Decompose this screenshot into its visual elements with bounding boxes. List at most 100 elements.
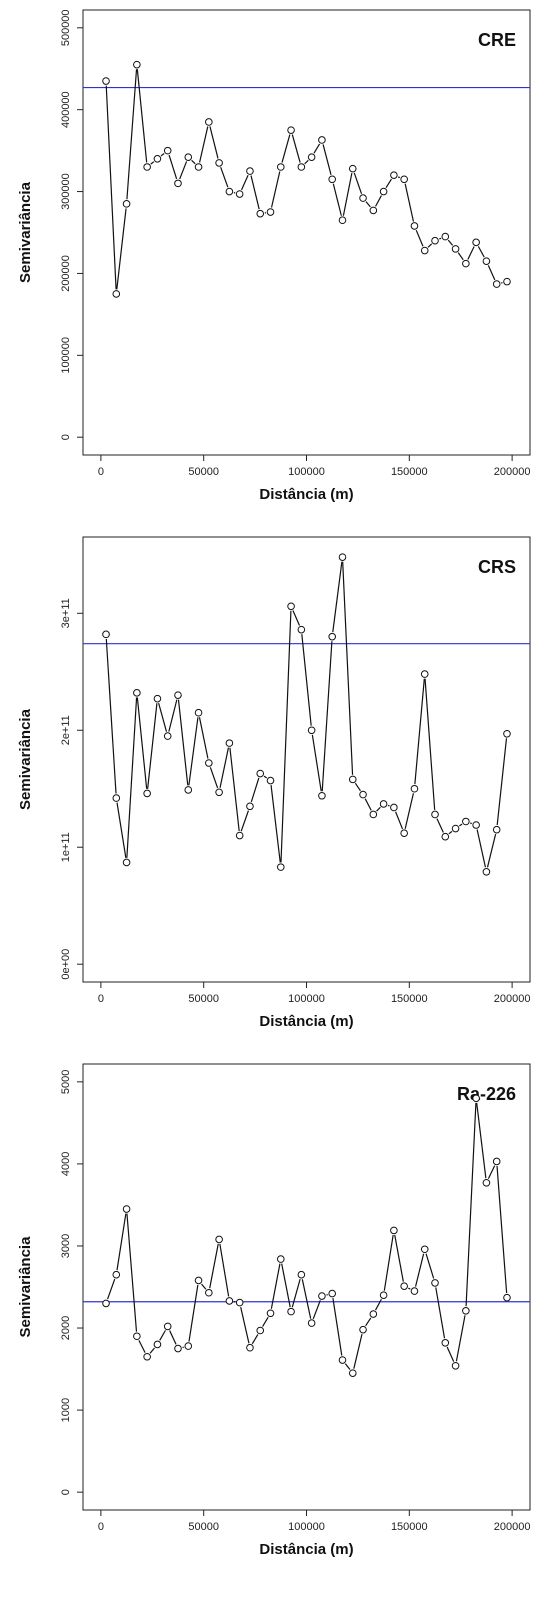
series-segment <box>126 1213 138 1332</box>
series-segment <box>229 747 240 832</box>
x-tick-label: 150000 <box>391 993 428 1005</box>
data-point <box>133 1332 141 1341</box>
data-point <box>163 732 172 740</box>
series-segment <box>332 561 343 633</box>
series-segment <box>455 1315 466 1362</box>
data-point <box>400 1282 408 1290</box>
series-segment <box>270 171 281 208</box>
series-segment <box>414 678 425 785</box>
series-segment <box>354 782 361 792</box>
series-segment <box>201 1283 207 1290</box>
y-tick-label: 200000 <box>60 255 72 292</box>
data-point <box>143 1352 151 1361</box>
y-tick-label: 500000 <box>60 9 72 46</box>
series-segment <box>387 804 390 807</box>
y-tick-label: 2000 <box>60 1316 72 1340</box>
data-point <box>276 1255 285 1263</box>
x-tick-label: 150000 <box>391 466 428 478</box>
series-segment <box>395 811 404 830</box>
y-tick-label: 100000 <box>60 337 72 374</box>
series-segment <box>105 85 117 290</box>
data-point <box>348 1369 357 1377</box>
data-point <box>420 246 429 255</box>
series-segment <box>198 126 209 163</box>
data-point <box>215 788 223 797</box>
data-point <box>338 553 347 561</box>
data-point <box>492 825 501 834</box>
data-point <box>390 803 398 812</box>
data-point <box>318 136 326 144</box>
data-point <box>276 863 285 871</box>
series-segment <box>219 1243 230 1297</box>
series-segment <box>487 1165 496 1179</box>
data-point <box>431 1279 439 1287</box>
series-segment <box>435 1287 446 1339</box>
data-point <box>266 208 275 216</box>
y-tick-label: 400000 <box>60 91 72 128</box>
data-point <box>462 1306 470 1315</box>
data-point <box>307 153 316 161</box>
data-point <box>472 1094 480 1103</box>
data-point <box>503 729 511 738</box>
series-segment <box>198 717 209 759</box>
x-tick-label: 150000 <box>391 1521 428 1533</box>
data-point <box>174 1344 182 1353</box>
series-segment <box>447 239 454 246</box>
x-tick-label: 200000 <box>494 993 531 1005</box>
series-segment <box>116 802 127 858</box>
series-segment <box>374 1298 382 1311</box>
series-segment <box>292 610 301 626</box>
series-segment <box>136 697 148 789</box>
series-segment <box>383 1234 394 1291</box>
series-segment <box>344 1363 351 1370</box>
series-segment <box>375 195 382 207</box>
data-point <box>102 77 110 85</box>
chart-panel-1: 0 50000 100000 150000 200000 0 100000 200000 300… <box>17 9 531 503</box>
data-point <box>472 238 480 247</box>
series-segment <box>476 829 487 868</box>
data-point <box>451 824 460 833</box>
data-point <box>410 1287 419 1295</box>
series-segment <box>291 134 301 163</box>
series-segment <box>427 243 433 248</box>
series-segment <box>332 183 342 216</box>
data-point <box>174 691 182 699</box>
data-point <box>359 1325 367 1334</box>
series-segment <box>425 1253 435 1279</box>
data-point <box>153 1340 162 1349</box>
series-segment <box>465 1102 477 1307</box>
data-point <box>441 832 450 841</box>
data-point <box>266 776 275 785</box>
data-point <box>348 775 357 784</box>
series-segment <box>250 777 260 803</box>
series-segment <box>408 1287 411 1290</box>
series-segment <box>457 252 464 261</box>
series-segment <box>116 208 127 290</box>
series-segment <box>251 1334 259 1345</box>
data-point <box>472 821 480 829</box>
y-tick-label: 1e+11 <box>60 832 72 862</box>
data-point <box>112 794 121 802</box>
data-point <box>369 810 378 819</box>
x-tick-label: 50000 <box>188 466 219 478</box>
x-tick-label: 200000 <box>494 466 531 478</box>
data-point <box>287 126 295 134</box>
y-axis-label: Semivariância <box>17 708 34 810</box>
plot-frame <box>82 1063 531 1511</box>
data-point <box>215 1235 223 1244</box>
data-point <box>225 1297 234 1305</box>
data-point <box>163 146 172 155</box>
x-tick-label: 0 <box>98 993 104 1005</box>
panel-title: Ra-226 <box>457 1084 516 1104</box>
series-segment <box>301 634 312 726</box>
series-segment <box>136 69 148 163</box>
data-point <box>246 802 254 811</box>
data-point <box>338 216 347 225</box>
series-segment <box>311 734 322 792</box>
data-point <box>379 187 388 196</box>
data-point <box>153 694 162 703</box>
series-segment <box>191 159 196 165</box>
chart-panel-2: 0 50000 100000 150000 200000 0e+00 1e+11 2e+11 3… <box>17 536 531 1030</box>
x-axis-label: Distância (m) <box>259 486 353 503</box>
series-segment <box>291 1278 301 1308</box>
